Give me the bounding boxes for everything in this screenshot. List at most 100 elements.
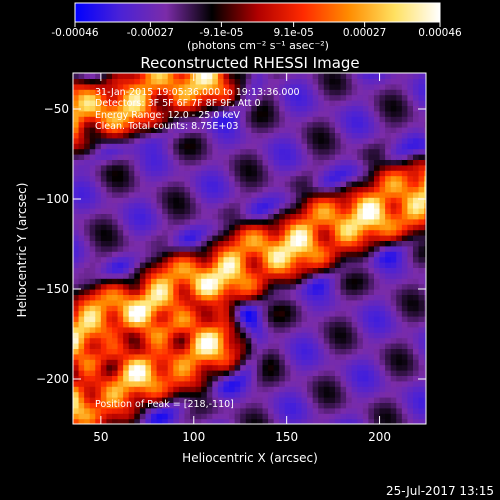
heatmap-cell: [134, 407, 141, 414]
heatmap-cell: [73, 159, 80, 166]
heatmap-cell: [357, 364, 364, 371]
heatmap-cell: [279, 402, 286, 409]
heatmap-cell: [290, 110, 297, 117]
heatmap-cell: [178, 380, 186, 387]
heatmap-cell: [396, 73, 403, 79]
heatmap-cell: [268, 137, 275, 144]
heatmap-cell: [212, 224, 219, 231]
heatmap-cell: [178, 110, 186, 117]
heatmap-cell: [262, 299, 269, 306]
heatmap-cell: [346, 380, 353, 387]
heatmap-cell: [229, 137, 236, 144]
heatmap-cell: [301, 224, 308, 231]
heatmap-cell: [318, 154, 325, 160]
heatmap-cell: [145, 78, 152, 85]
heatmap-cell: [329, 202, 336, 209]
heatmap-cell: [95, 326, 102, 333]
heatmap-cell: [268, 191, 275, 198]
heatmap-cell: [273, 348, 280, 355]
heatmap-cell: [229, 370, 236, 376]
heatmap-cell: [251, 316, 258, 322]
heatmap-cell: [223, 278, 230, 285]
heatmap-cell: [407, 224, 414, 231]
heatmap-cell: [357, 353, 364, 360]
heatmap-cell: [290, 170, 297, 177]
chart-title: Reconstructed RHESSI Image: [140, 54, 359, 72]
heatmap-cell: [173, 299, 180, 306]
heatmap-cell: [295, 191, 303, 198]
y-tick-label: −150: [36, 282, 69, 296]
heatmap-cell: [134, 283, 141, 290]
heatmap-cell: [418, 380, 425, 387]
heatmap-cell: [167, 127, 174, 133]
heatmap-cell: [340, 380, 347, 387]
heatmap-cell: [151, 181, 158, 187]
heatmap-cell: [206, 283, 213, 290]
heatmap-cell: [312, 235, 319, 241]
heatmap-cell: [379, 305, 386, 312]
heatmap-cell: [100, 413, 108, 420]
heatmap-cell: [290, 224, 297, 231]
heatmap-cell: [351, 170, 358, 177]
heatmap-cell: [256, 418, 264, 424]
heatmap-cell: [223, 137, 230, 144]
heatmap-cell: [162, 240, 169, 247]
heatmap-cell: [73, 127, 80, 133]
heatmap-cell: [134, 353, 141, 360]
heatmap-cell: [173, 332, 180, 339]
heatmap-cell: [139, 316, 147, 322]
heatmap-cell: [100, 289, 108, 295]
heatmap-cell: [357, 89, 364, 96]
heatmap-cell: [145, 375, 152, 382]
heatmap-cell: [173, 181, 180, 187]
heatmap-cell: [385, 256, 392, 263]
heatmap-cell: [73, 148, 80, 155]
heatmap-cell: [329, 89, 336, 96]
heatmap-cell: [73, 316, 80, 322]
heatmap-cell: [396, 316, 403, 322]
heatmap-cell: [262, 310, 269, 317]
heatmap-cell: [95, 332, 102, 339]
heatmap-cell: [201, 294, 208, 301]
heatmap-cell: [346, 94, 353, 101]
heatmap-cell: [195, 326, 202, 333]
heatmap-cell: [145, 83, 152, 90]
heatmap-cell: [78, 218, 85, 225]
heatmap-cell: [340, 278, 347, 285]
heatmap-cell: [273, 83, 280, 90]
heatmap-cell: [407, 283, 414, 290]
heatmap-cell: [100, 121, 108, 128]
heatmap-cell: [323, 256, 330, 263]
heatmap-cell: [128, 100, 135, 106]
heatmap-cell: [117, 229, 124, 236]
heatmap-cell: [273, 197, 280, 204]
heatmap-cell: [357, 348, 364, 355]
heatmap-cell: [173, 89, 180, 96]
heatmap-cell: [273, 121, 280, 128]
heatmap-cell: [134, 310, 141, 317]
heatmap-cell: [401, 353, 409, 360]
heatmap-cell: [89, 197, 96, 204]
heatmap-cell: [290, 343, 297, 349]
heatmap-cell: [373, 197, 381, 204]
heatmap-cell: [346, 116, 353, 123]
heatmap-cell: [262, 332, 269, 339]
heatmap-cell: [362, 364, 370, 371]
heatmap-cell: [301, 127, 308, 133]
heatmap-cell: [212, 164, 219, 171]
heatmap-cell: [334, 364, 342, 371]
heatmap-cell: [100, 262, 108, 268]
heatmap-cell: [212, 240, 219, 247]
heatmap-cell: [401, 137, 409, 144]
heatmap-cell: [78, 83, 85, 90]
heatmap-cell: [229, 278, 236, 285]
heatmap-cell: [112, 148, 119, 155]
heatmap-cell: [290, 164, 297, 171]
heatmap-cell: [178, 175, 186, 182]
heatmap-cell: [78, 116, 85, 123]
heatmap-cell: [206, 332, 213, 339]
heatmap-cell: [329, 181, 336, 187]
heatmap-cell: [340, 305, 347, 312]
heatmap-cell: [84, 110, 91, 117]
heatmap-cell: [346, 310, 353, 317]
